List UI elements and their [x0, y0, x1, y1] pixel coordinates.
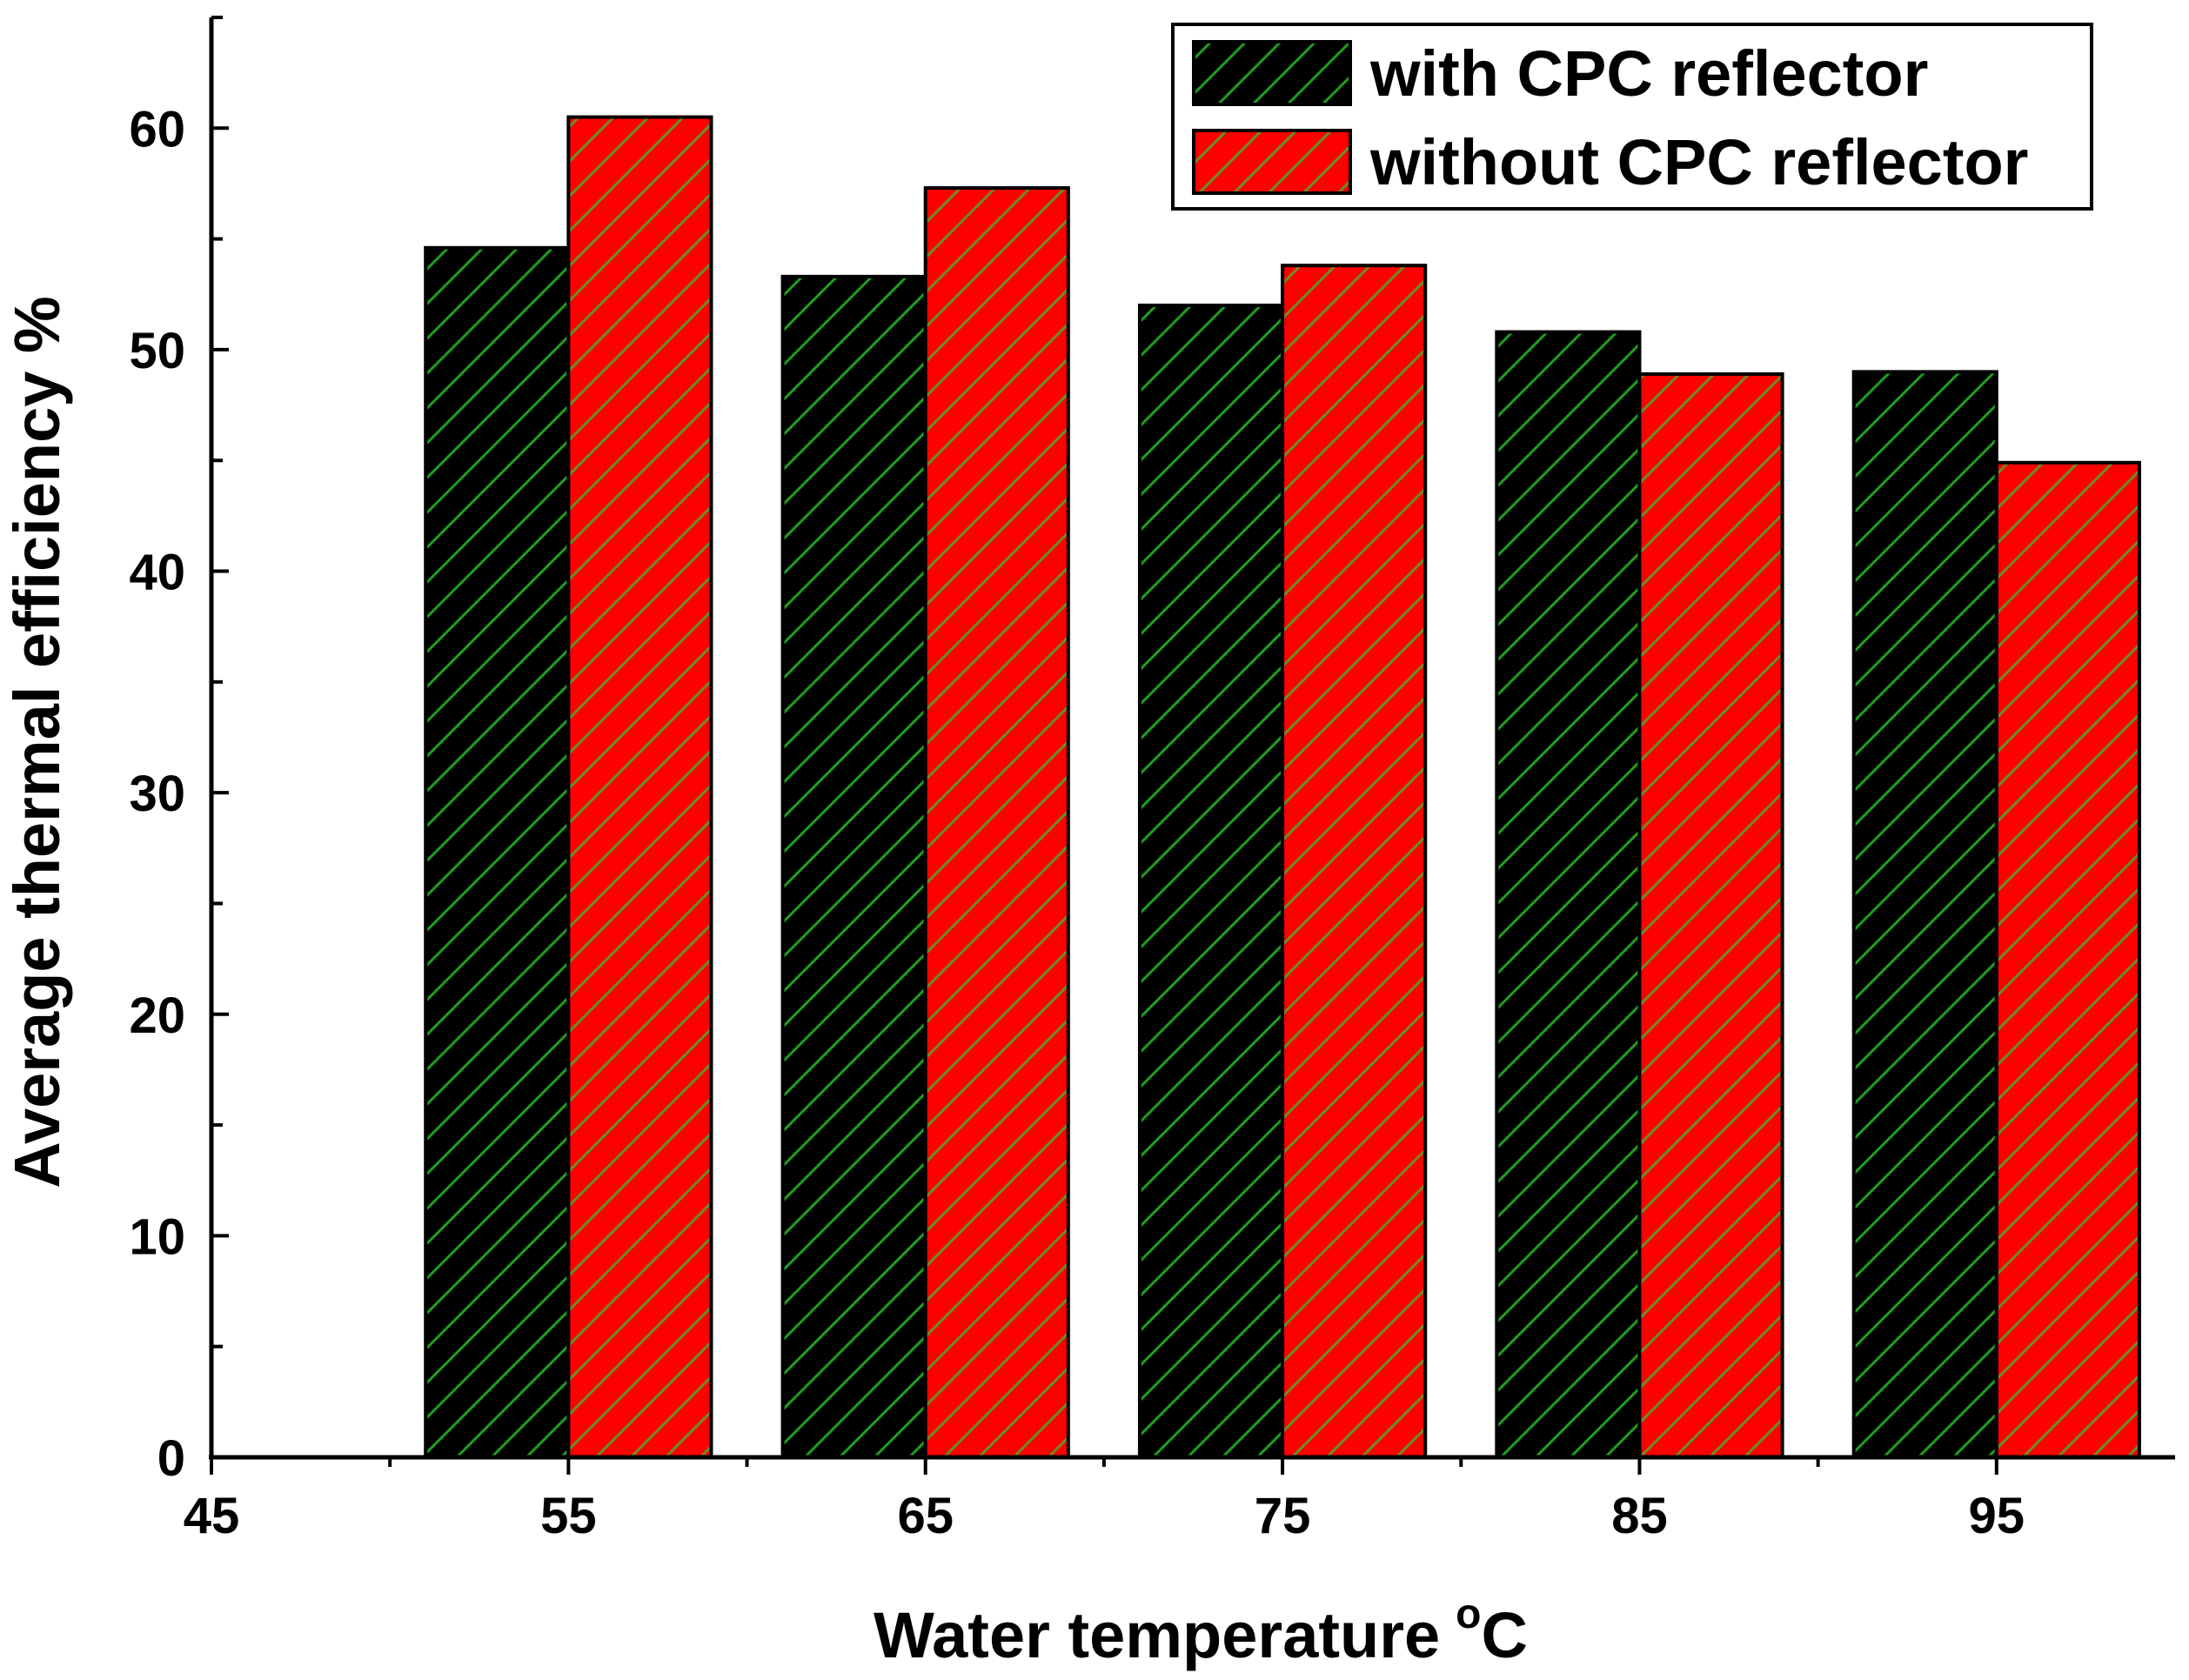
bar-without-cpc-75: [1281, 264, 1428, 1460]
bar-with-cpc-65: [780, 274, 927, 1459]
axes: [209, 17, 2175, 1460]
x-tick-label-95: 95: [1969, 1488, 2025, 1544]
y-tick-label-50: 50: [129, 323, 185, 379]
bar-with-cpc-55: [424, 245, 571, 1459]
x-axis-title-unit: C: [1482, 1599, 1528, 1671]
x-tick-label-65: 65: [897, 1488, 954, 1544]
x-axis-title: Water temperature oC: [874, 1591, 1528, 1671]
x-axis-title-text: Water temperature: [874, 1599, 1440, 1671]
x-tick-label-45: 45: [184, 1488, 240, 1544]
y-axis-title: Average thermal efficiency %: [1, 296, 73, 1188]
legend-swatch-with-cpc: [1192, 40, 1352, 106]
bar-without-cpc-95: [1994, 460, 2141, 1459]
x-axis-title-degree: o: [1456, 1591, 1481, 1637]
bar-with-cpc-75: [1137, 304, 1285, 1459]
y-tick-label-20: 20: [129, 987, 185, 1044]
y-tick-label-40: 40: [129, 545, 185, 601]
y-tick-label-10: 10: [129, 1208, 185, 1265]
legend-swatch-without-cpc: [1192, 129, 1352, 195]
y-tick-label-60: 60: [129, 101, 185, 157]
y-tick-label-0: 0: [157, 1430, 185, 1487]
ticks: 45 55 65 75 85 95 0 10 20 30 40 50 60: [129, 16, 2025, 1544]
bar-without-cpc-55: [566, 115, 713, 1460]
legend-label-without-cpc: without CPC reflector: [1369, 126, 2028, 198]
x-tick-label-55: 55: [540, 1488, 597, 1544]
bar-with-cpc-85: [1495, 330, 1642, 1459]
y-tick-label-30: 30: [129, 766, 185, 822]
bars-layer: [424, 115, 2141, 1460]
legend: with CPC reflector without CPC reflector: [1171, 23, 2093, 211]
bar-without-cpc-85: [1637, 371, 1784, 1459]
x-tick-label-75: 75: [1255, 1488, 1311, 1544]
bar-without-cpc-65: [923, 186, 1070, 1460]
x-tick-label-85: 85: [1611, 1488, 1668, 1544]
bar-with-cpc-95: [1851, 370, 1998, 1459]
legend-label-with-cpc: with CPC reflector: [1369, 37, 1928, 110]
